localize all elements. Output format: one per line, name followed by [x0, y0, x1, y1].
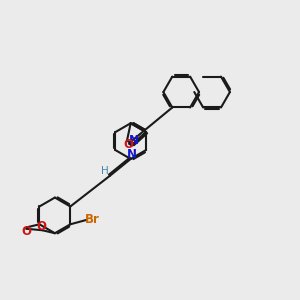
Text: O: O: [37, 220, 46, 232]
Text: N: N: [127, 148, 137, 161]
Text: O: O: [124, 138, 134, 151]
Text: O: O: [21, 225, 31, 238]
Text: H: H: [101, 166, 109, 176]
Text: N: N: [129, 134, 139, 147]
Text: Br: Br: [85, 213, 100, 226]
